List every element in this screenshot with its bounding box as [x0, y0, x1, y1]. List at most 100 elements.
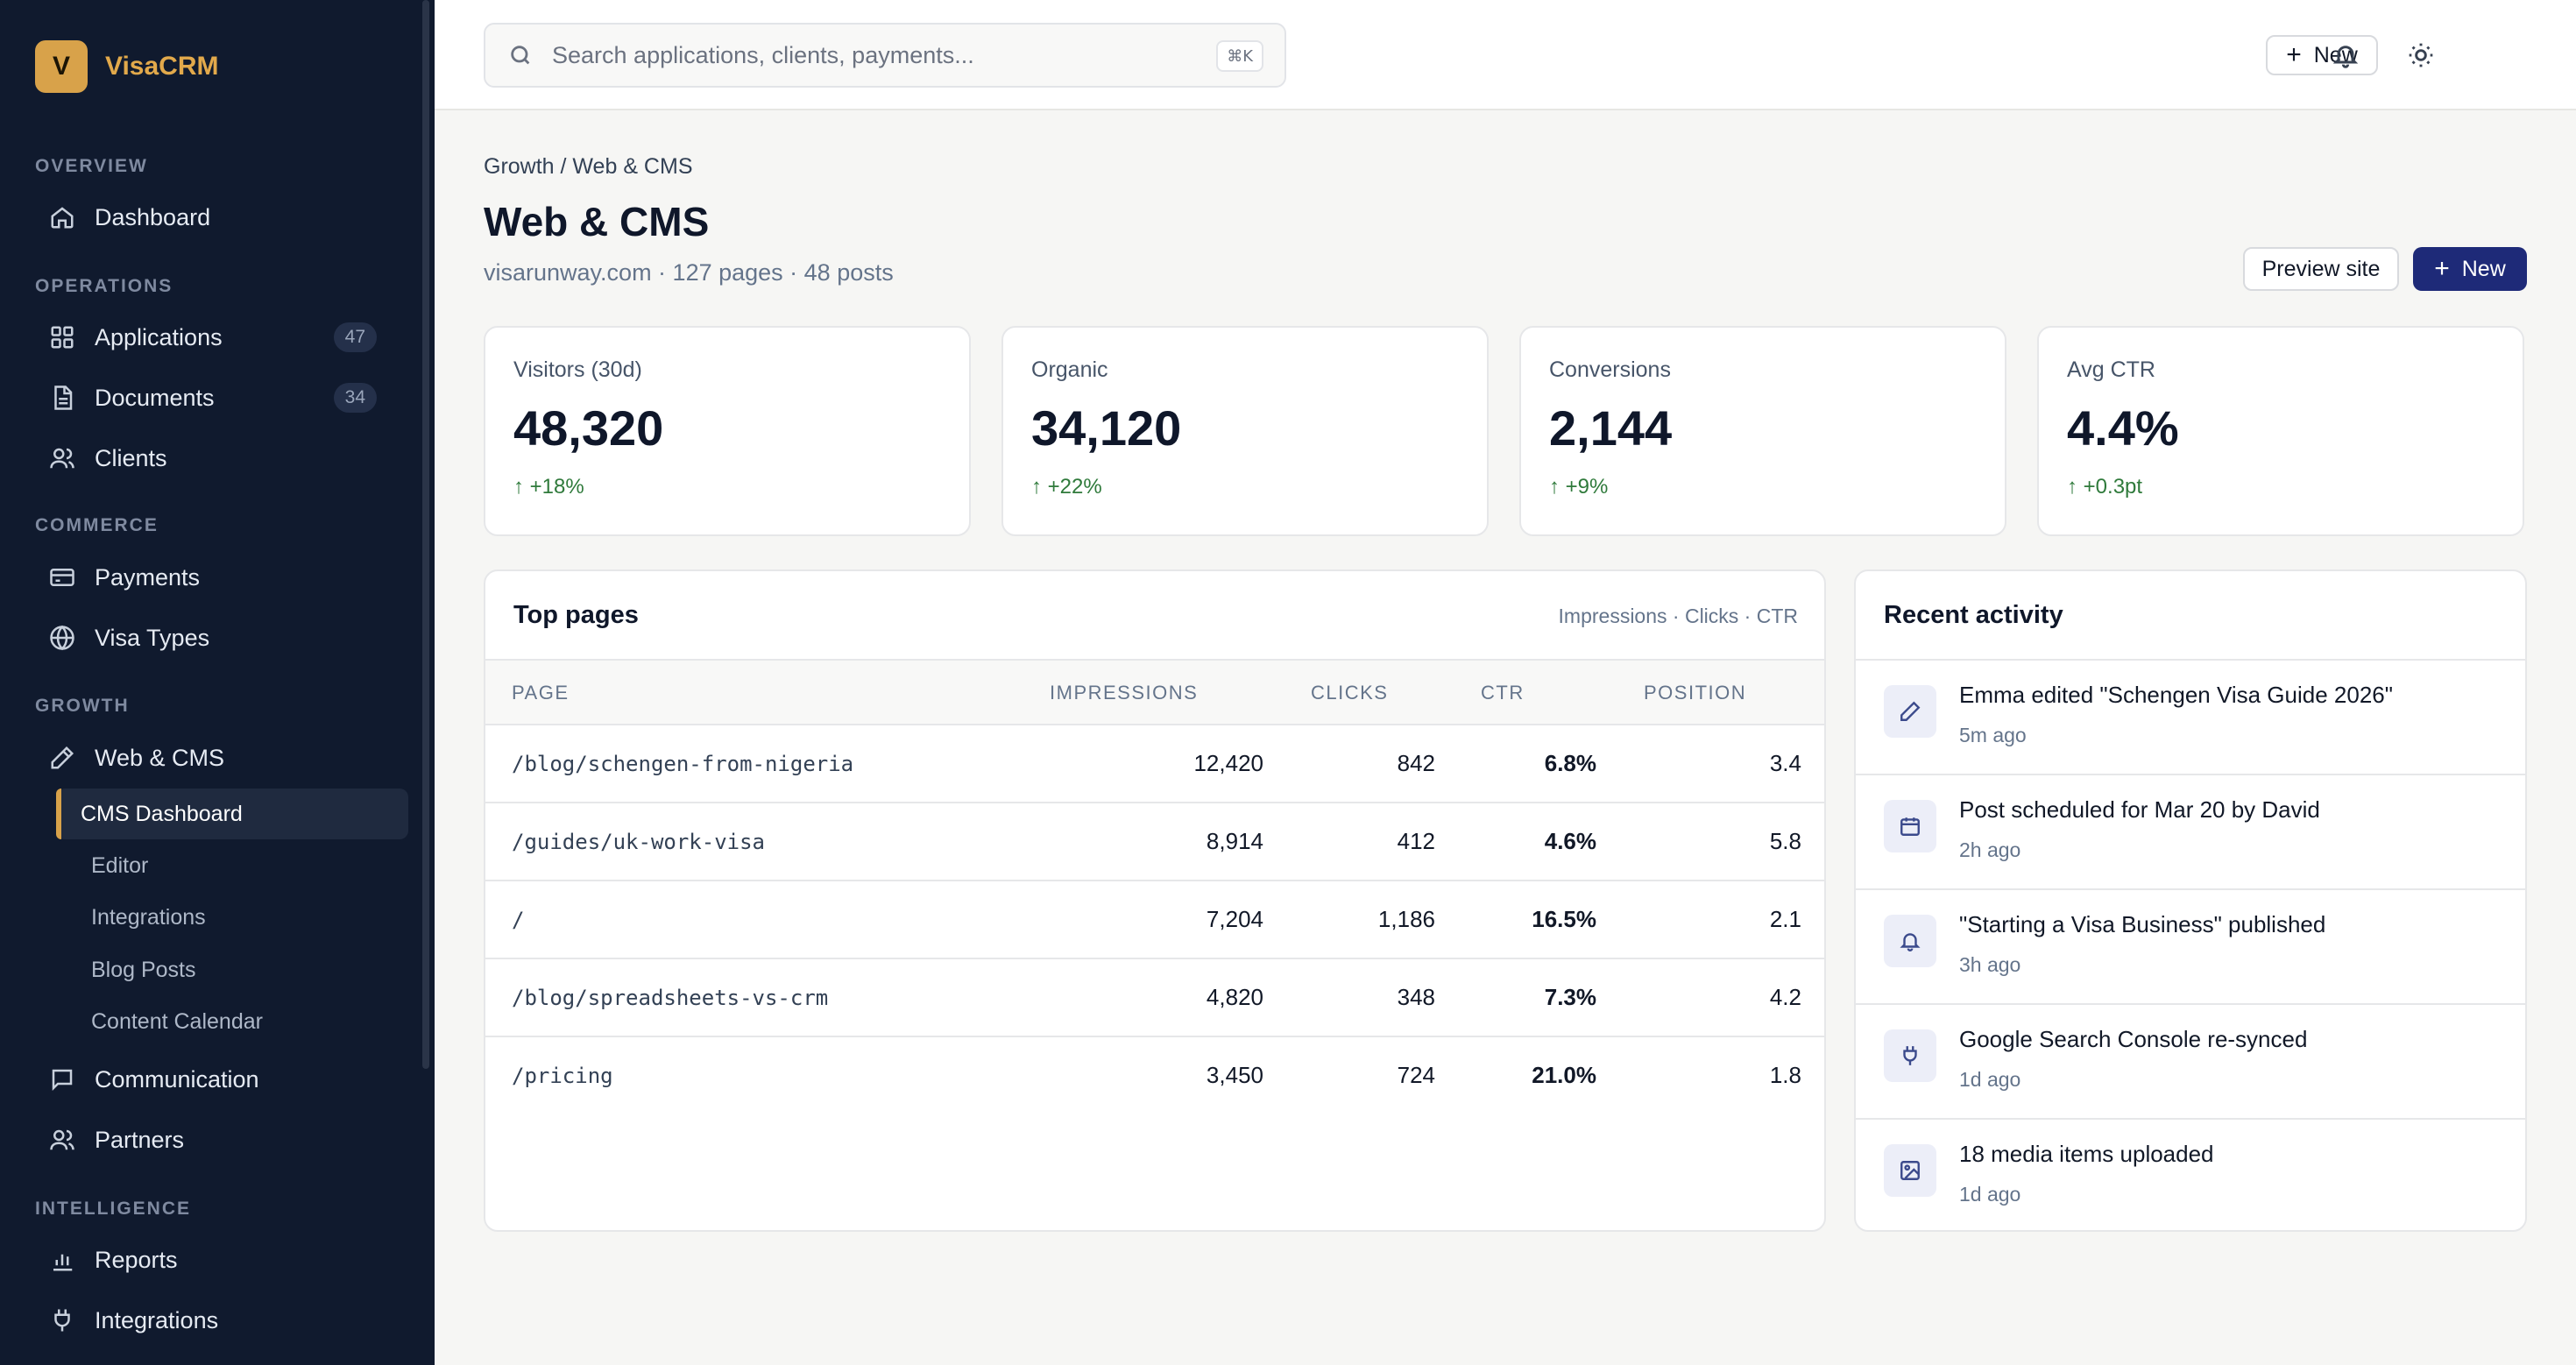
activity-item[interactable]: "Starting a Visa Business" published 3h … [1856, 888, 2525, 1003]
section-commerce: COMMERCE [35, 515, 159, 535]
message-icon [52, 1069, 73, 1092]
sidebar-scrollbar[interactable] [422, 0, 429, 1069]
activity-time: 2h ago [1959, 838, 2021, 861]
table-row[interactable]: /pricing 3,450 724 21.0% 1.8 [485, 1037, 1824, 1115]
stat-label: Conversions [1549, 357, 1671, 382]
plug-icon [54, 1309, 70, 1332]
plus-icon: + [2286, 40, 2302, 69]
table-row[interactable]: /blog/schengen-from-nigeria 12,420 842 6… [485, 725, 1824, 803]
top-pages-meta: Impressions · Clicks · CTR [1558, 605, 1798, 627]
count-badge: 34 [333, 383, 377, 413]
impressions-cell: 12,420 [1193, 750, 1263, 776]
stat-label: Visitors (30d) [513, 357, 642, 382]
ctr-cell: 16.5% [1532, 906, 1596, 932]
notifications-button[interactable] [2329, 39, 2362, 72]
sidebar-item-web-cms[interactable]: Web & CMS [35, 732, 377, 784]
stat-card-organic: Organic 34,120 ↑ +22% [1001, 326, 1489, 536]
activity-item[interactable]: Google Search Console re-synced 1d ago [1856, 1003, 2525, 1118]
pencil-icon [1900, 701, 1921, 721]
page-path[interactable]: /guides/uk-work-visa [512, 830, 765, 854]
breadcrumb[interactable]: Growth / Web & CMS [484, 154, 693, 179]
plus-icon: + [2434, 254, 2450, 283]
column-header-position[interactable]: POSITION [1644, 682, 1747, 704]
page-path[interactable]: / [512, 908, 525, 932]
sidebar-item-documents[interactable]: Documents 34 [35, 371, 377, 424]
document-icon [54, 385, 73, 410]
sidebar-item-label: Visa Types [95, 624, 210, 651]
table-row[interactable]: /guides/uk-work-visa 8,914 412 4.6% 5.8 [485, 803, 1824, 881]
activity-icon [1884, 1144, 1936, 1197]
sidebar-item-label: Clients [95, 444, 167, 471]
page-path[interactable]: /blog/spreadsheets-vs-crm [512, 986, 829, 1010]
sidebar-item-label: Web & CMS [95, 744, 225, 771]
pencil-icon [51, 746, 74, 769]
column-header-impressions[interactable]: IMPRESSIONS [1050, 682, 1199, 704]
grid-icon [51, 326, 74, 349]
credit-card-icon [50, 569, 74, 586]
bar-chart-icon [53, 1254, 73, 1271]
ctr-cell: 6.8% [1544, 750, 1596, 776]
theme-toggle-button[interactable] [2404, 39, 2438, 72]
clicks-cell: 348 [1397, 984, 1435, 1010]
sidebar-subitem-label: CMS Dashboard [81, 801, 243, 826]
sun-icon [2409, 43, 2433, 67]
sidebar-item-visa-types[interactable]: Visa Types [35, 612, 377, 664]
sidebar-subitem-content-calendar[interactable]: Content Calendar [56, 996, 408, 1047]
section-overview: OVERVIEW [35, 156, 148, 176]
column-header-page[interactable]: PAGE [512, 682, 570, 704]
stat-value: 4.4% [2067, 400, 2179, 456]
impressions-cell: 7,204 [1206, 906, 1263, 932]
sidebar-item-communication[interactable]: Communication [35, 1053, 377, 1106]
sidebar-subitem-label: Integrations [91, 904, 206, 930]
preview-site-button[interactable]: Preview site [2243, 247, 2399, 291]
sidebar-item-label: Reports [95, 1246, 178, 1273]
table-row[interactable]: /blog/spreadsheets-vs-crm 4,820 348 7.3%… [485, 959, 1824, 1037]
sidebar-item-label: Documents [95, 384, 215, 411]
activity-text: Emma edited "Schengen Visa Guide 2026" [1959, 682, 2393, 708]
search-icon [511, 46, 530, 65]
brand[interactable]: V VisaCRM [35, 40, 219, 93]
page-path[interactable]: /blog/schengen-from-nigeria [512, 752, 854, 776]
activity-item[interactable]: 18 media items uploaded 1d ago [1856, 1118, 2525, 1230]
sidebar-subitem-cms-dashboard[interactable]: CMS Dashboard [56, 789, 408, 839]
clicks-cell: 842 [1397, 750, 1435, 776]
clicks-cell: 724 [1397, 1062, 1435, 1088]
section-growth: GROWTH [35, 696, 130, 716]
recent-activity-card: Recent activity Emma edited "Schengen Vi… [1854, 569, 2527, 1232]
sidebar-item-dashboard[interactable]: Dashboard [35, 191, 377, 244]
activity-item[interactable]: Post scheduled for Mar 20 by David 2h ag… [1856, 774, 2525, 888]
sidebar-item-reports[interactable]: Reports [35, 1234, 377, 1286]
sidebar-subitem-label: Content Calendar [91, 1008, 263, 1034]
sidebar-item-integrations[interactable]: Integrations [35, 1294, 377, 1347]
page-path[interactable]: /pricing [512, 1064, 613, 1088]
clicks-cell: 1,186 [1377, 906, 1435, 932]
sidebar-item-label: Partners [95, 1126, 185, 1153]
sidebar-subitem-integrations[interactable]: Integrations [56, 892, 408, 943]
sidebar-item-applications[interactable]: Applications 47 [35, 311, 377, 364]
column-header-clicks[interactable]: CLICKS [1311, 682, 1389, 704]
stat-value: 48,320 [513, 400, 664, 456]
table-row[interactable]: / 7,204 1,186 16.5% 2.1 [485, 881, 1824, 959]
activity-text: Google Search Console re-synced [1959, 1026, 2308, 1052]
activity-item[interactable]: Emma edited "Schengen Visa Guide 2026" 5… [1856, 659, 2525, 774]
column-header-ctr[interactable]: CTR [1481, 682, 1525, 704]
new-content-button[interactable]: + New [2413, 247, 2527, 291]
sidebar-item-payments[interactable]: Payments [35, 551, 377, 604]
sidebar-subitem-label: Blog Posts [91, 957, 196, 982]
sidebar-item-clients[interactable]: Clients [35, 432, 377, 484]
sidebar-subitem-editor[interactable]: Editor [56, 840, 408, 891]
keyboard-shortcut: ⌘K [1216, 40, 1263, 72]
sidebar-subitem-blog-posts[interactable]: Blog Posts [56, 944, 408, 995]
search-input[interactable]: Search applications, clients, payments..… [484, 23, 1286, 88]
image-icon [1900, 1161, 1920, 1180]
sidebar-item-partners[interactable]: Partners [35, 1114, 377, 1166]
activity-time: 1d ago [1959, 1183, 2021, 1206]
clicks-cell: 412 [1397, 828, 1435, 854]
sidebar-subitem-label: Editor [91, 852, 149, 878]
stat-value: 34,120 [1031, 400, 1182, 456]
position-cell: 2.1 [1769, 906, 1801, 932]
position-cell: 3.4 [1769, 750, 1801, 776]
stat-delta: ↑ +18% [513, 475, 584, 499]
stat-card-avg-ctr: Avg CTR 4.4% ↑ +0.3pt [2037, 326, 2524, 536]
section-operations: OPERATIONS [35, 276, 173, 296]
